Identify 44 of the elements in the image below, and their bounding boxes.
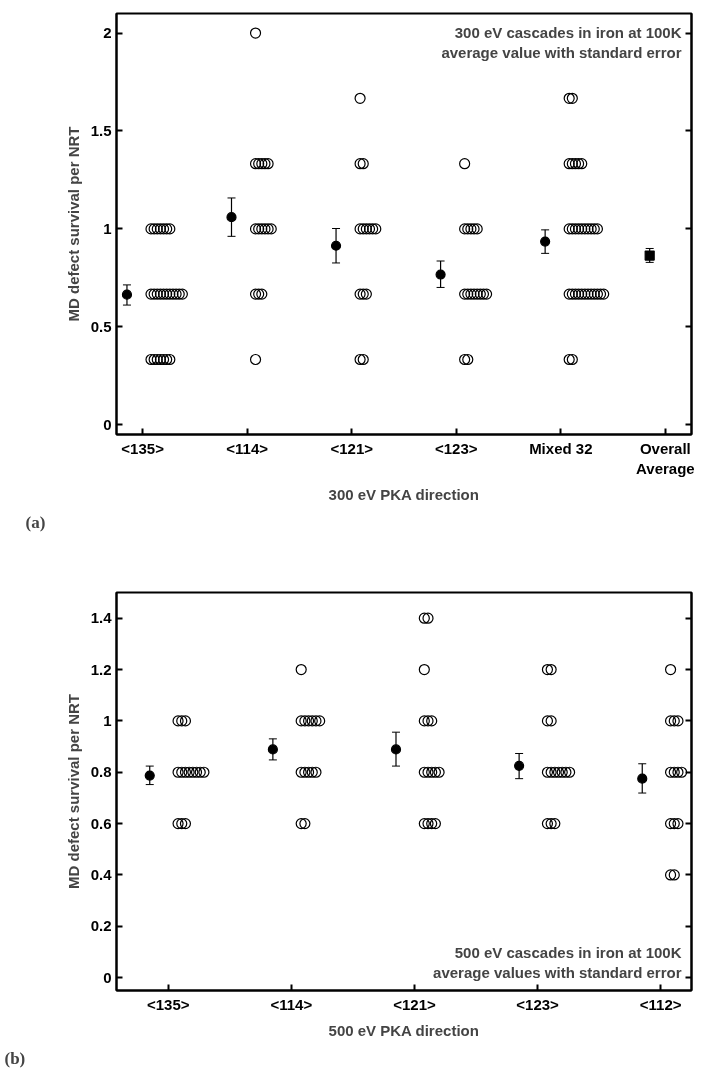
x-tick-label: <135> <box>146 995 190 1013</box>
y-tick-label: 0.8 <box>90 763 112 781</box>
point <box>226 212 237 223</box>
y-tick-label: 1.4 <box>90 609 113 627</box>
x-tick-label: Mixed 32 <box>529 439 593 457</box>
x-tick-label: <135> <box>121 439 165 457</box>
point <box>435 269 446 280</box>
point <box>390 744 402 755</box>
y-axis-title: MD defect survival per NRT <box>64 126 82 322</box>
annotation: average values with standard error <box>433 963 682 981</box>
y-tick-label: 1 <box>103 711 112 729</box>
x-tick-label: <123> <box>435 439 478 457</box>
x-tick-label: <123> <box>516 995 560 1013</box>
y-tick-label: 0 <box>103 415 112 433</box>
x-axis-title: 300 eV PKA direction <box>328 485 479 503</box>
x-tick-label: <114> <box>270 995 313 1013</box>
annotation: average value with standard error <box>441 43 682 61</box>
annotation: 300 eV cascades in iron at 100K <box>454 23 682 41</box>
x-tick-label: <121> <box>330 439 374 457</box>
y-tick-label: 1 <box>103 219 112 237</box>
y-tick-label: 0.6 <box>90 814 112 832</box>
y-tick-label: 1.2 <box>90 660 112 678</box>
x-tick-label: <112> <box>639 995 682 1013</box>
y-tick-label: 1.5 <box>90 121 112 139</box>
text: (a) <box>25 512 46 532</box>
text: (b) <box>4 1048 26 1068</box>
y-tick-label: 0.2 <box>90 917 112 935</box>
x-tick-label: <114> <box>226 439 269 457</box>
x-tick-label: Overall Average <box>636 439 695 477</box>
point <box>540 236 551 247</box>
y-tick-label: 2 <box>103 24 112 42</box>
x-axis-title: 500 eV PKA direction <box>328 1021 479 1039</box>
y-tick-label: 0 <box>103 968 112 986</box>
point <box>330 240 342 251</box>
x-tick-label: <121> <box>393 995 436 1013</box>
point <box>267 744 278 755</box>
y-tick-label: 0.5 <box>90 317 112 335</box>
annotation: 500 eV cascades in iron at 100K <box>454 943 682 961</box>
point <box>637 773 648 784</box>
point <box>144 770 155 781</box>
y-axis-title: MD defect survival per NRT <box>64 693 82 890</box>
y-tick-label: 0.4 <box>90 865 113 883</box>
point <box>514 760 525 771</box>
point <box>121 289 133 300</box>
